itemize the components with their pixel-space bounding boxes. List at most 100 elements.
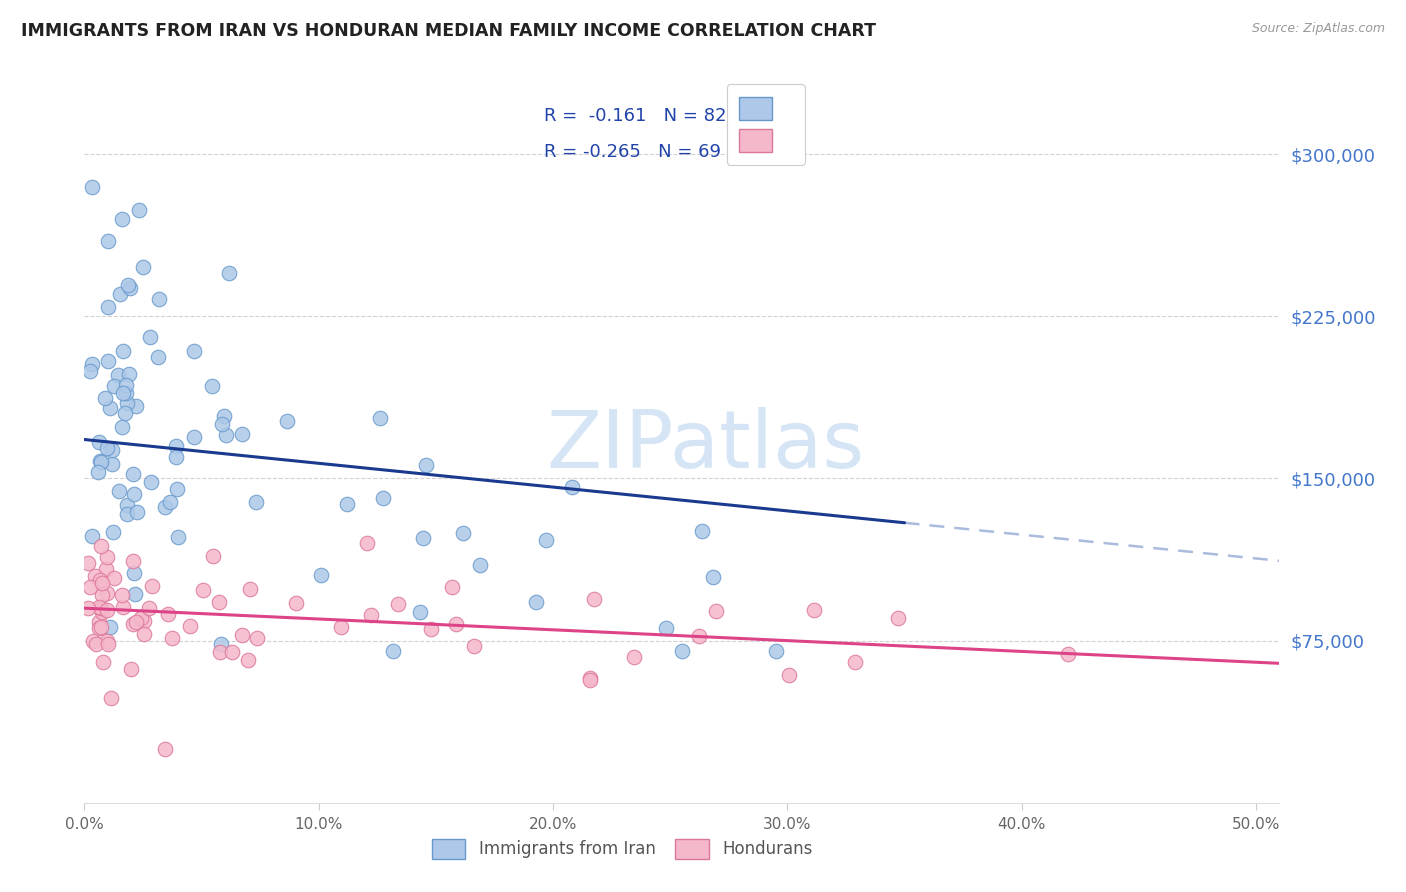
Point bbox=[368, 411, 391, 425]
Point bbox=[82, 634, 104, 648]
Point bbox=[329, 620, 352, 634]
Point bbox=[245, 494, 267, 508]
Point bbox=[441, 580, 464, 594]
Point bbox=[90, 620, 112, 634]
Point bbox=[165, 450, 187, 464]
Point bbox=[702, 570, 724, 584]
Point bbox=[311, 568, 333, 582]
Point bbox=[156, 607, 179, 622]
Point bbox=[360, 608, 382, 623]
Point bbox=[115, 378, 138, 392]
Point bbox=[111, 588, 134, 602]
Point bbox=[132, 260, 155, 275]
Point bbox=[122, 566, 145, 580]
Point bbox=[96, 234, 118, 248]
Point bbox=[90, 454, 112, 468]
Point bbox=[89, 454, 111, 468]
Point bbox=[90, 539, 112, 553]
Point bbox=[125, 615, 148, 629]
Point bbox=[122, 467, 145, 482]
Point bbox=[76, 600, 98, 615]
Point bbox=[132, 614, 155, 628]
Point bbox=[778, 668, 800, 682]
Point bbox=[115, 386, 138, 401]
Point bbox=[886, 611, 908, 625]
Point bbox=[412, 531, 434, 545]
Point bbox=[127, 505, 149, 519]
Point bbox=[231, 628, 253, 642]
Point bbox=[524, 595, 547, 609]
Point bbox=[103, 571, 125, 585]
Point bbox=[120, 661, 142, 675]
Point bbox=[444, 617, 467, 632]
Point bbox=[409, 605, 432, 619]
Point bbox=[246, 631, 269, 645]
Point bbox=[96, 603, 118, 617]
Point bbox=[125, 399, 148, 413]
Point bbox=[90, 600, 112, 615]
Point bbox=[97, 301, 120, 315]
Point bbox=[89, 574, 111, 588]
Point bbox=[655, 621, 678, 635]
Point bbox=[1057, 647, 1080, 661]
Point bbox=[468, 558, 491, 573]
Point bbox=[153, 500, 176, 514]
Point bbox=[94, 392, 117, 406]
Point bbox=[124, 587, 146, 601]
Text: IMMIGRANTS FROM IRAN VS HONDURAN MEDIAN FAMILY INCOME CORRELATION CHART: IMMIGRANTS FROM IRAN VS HONDURAN MEDIAN … bbox=[21, 22, 876, 40]
Point bbox=[132, 626, 155, 640]
Point bbox=[201, 549, 224, 563]
Text: R =  -0.161   N = 82: R = -0.161 N = 82 bbox=[544, 107, 727, 125]
Point bbox=[211, 417, 233, 431]
Point bbox=[79, 580, 101, 594]
Point bbox=[96, 562, 118, 576]
Point bbox=[844, 656, 866, 670]
Point bbox=[671, 644, 693, 658]
Point bbox=[91, 576, 114, 591]
Point bbox=[89, 615, 111, 629]
Point bbox=[90, 588, 112, 602]
Point bbox=[141, 579, 163, 593]
Point bbox=[114, 405, 136, 419]
Legend: Immigrants from Iran, Hondurans: Immigrants from Iran, Hondurans bbox=[425, 832, 820, 866]
Point bbox=[236, 653, 259, 667]
Point bbox=[84, 637, 107, 651]
Point bbox=[690, 524, 713, 539]
Point bbox=[765, 644, 787, 658]
Point bbox=[208, 595, 231, 609]
Point bbox=[87, 465, 110, 479]
Point bbox=[101, 443, 124, 458]
Point bbox=[415, 458, 437, 472]
Point bbox=[420, 623, 443, 637]
Point bbox=[212, 409, 235, 423]
Point bbox=[579, 673, 602, 687]
Point bbox=[82, 179, 104, 194]
Point bbox=[98, 620, 121, 634]
Point bbox=[138, 600, 160, 615]
Point bbox=[155, 741, 177, 756]
Point bbox=[623, 649, 645, 664]
Point bbox=[107, 483, 129, 498]
Point bbox=[115, 396, 138, 410]
Point bbox=[89, 599, 111, 614]
Point bbox=[122, 554, 145, 568]
Point bbox=[208, 645, 231, 659]
Point bbox=[221, 645, 243, 659]
Point bbox=[117, 498, 139, 512]
Point bbox=[336, 497, 359, 511]
Point bbox=[183, 343, 205, 358]
Point bbox=[371, 491, 394, 506]
Point bbox=[688, 629, 710, 643]
Point bbox=[122, 617, 145, 632]
Point bbox=[285, 596, 308, 610]
Point bbox=[209, 636, 232, 650]
Point bbox=[218, 266, 240, 280]
Point bbox=[215, 428, 238, 442]
Point bbox=[100, 690, 122, 705]
Point bbox=[100, 458, 122, 472]
Point bbox=[111, 343, 134, 358]
Point bbox=[112, 599, 135, 614]
Point bbox=[704, 604, 727, 618]
Point bbox=[561, 480, 583, 494]
Point bbox=[79, 363, 101, 377]
